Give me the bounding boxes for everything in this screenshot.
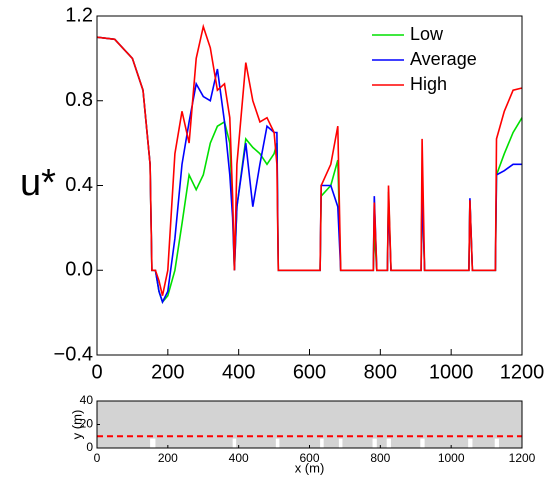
data-line <box>96 23 523 296</box>
y-tick-label: 0 <box>86 440 93 454</box>
x-tick-label: 800 <box>370 451 390 465</box>
data-line <box>96 36 522 305</box>
y-tick-label: 1.2 <box>65 4 93 26</box>
street-gap <box>372 438 377 448</box>
y-axis-label: u* <box>20 162 56 204</box>
x-tick-label: 400 <box>222 361 255 383</box>
street-gap <box>494 438 499 448</box>
y-axis-label: y (m) <box>69 410 84 440</box>
building-area <box>97 401 522 448</box>
x-tick-label: 0 <box>91 361 102 383</box>
street-gap <box>420 438 425 448</box>
x-tick-label: 800 <box>364 361 397 383</box>
street-gap <box>232 438 237 448</box>
x-tick-label: 1200 <box>500 361 545 383</box>
x-tick-label: 1200 <box>509 451 536 465</box>
x-axis-label: x (m) <box>295 460 325 475</box>
street-gap <box>150 438 156 448</box>
legend-label: High <box>410 74 447 94</box>
street-gap <box>338 438 343 448</box>
street-gap <box>320 438 324 448</box>
x-tick-label: 1000 <box>429 361 474 383</box>
x-tick-label: 400 <box>229 451 249 465</box>
legend-label: Average <box>410 49 477 69</box>
y-tick-label: 40 <box>80 393 94 407</box>
data-line <box>96 36 523 304</box>
legend-label: Low <box>410 24 444 44</box>
y-tick-label: 0.4 <box>65 174 93 196</box>
y-tick-label: −0.4 <box>54 343 93 365</box>
street-gap <box>468 438 473 448</box>
x-tick-label: 1000 <box>438 451 465 465</box>
x-tick-label: 200 <box>158 451 178 465</box>
y-tick-label: 0.0 <box>65 259 93 281</box>
x-tick-label: 600 <box>293 361 326 383</box>
street-gap <box>386 438 391 448</box>
y-tick-label: 20 <box>80 417 94 431</box>
street-gap <box>275 438 280 448</box>
y-tick-label: 0.8 <box>65 89 93 111</box>
x-tick-label: 0 <box>94 451 101 465</box>
x-tick-label: 600 <box>299 451 319 465</box>
x-tick-label: 200 <box>151 361 184 383</box>
